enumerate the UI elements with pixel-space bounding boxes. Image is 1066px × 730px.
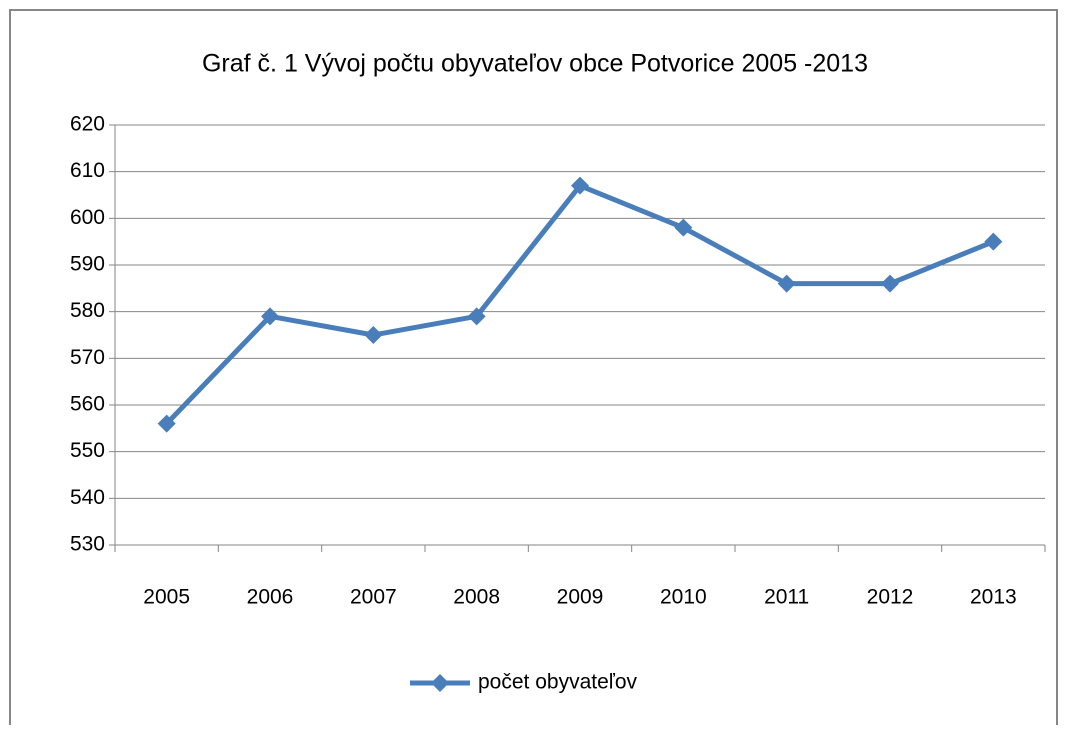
marker [364, 326, 383, 344]
x-tick-label: 2011 [764, 586, 809, 609]
x-tick-label: 2013 [970, 586, 1017, 609]
chart-border [9, 9, 1058, 730]
marker [467, 307, 486, 326]
x-tick-label: 2008 [453, 586, 500, 609]
marker [881, 274, 899, 293]
legend-label: počet obyvateľov [478, 671, 638, 694]
marker [261, 307, 279, 326]
x-tick-label: 2010 [660, 586, 707, 609]
y-tick-label: 590 [70, 253, 105, 276]
x-tick-label: 2006 [247, 586, 294, 609]
marker [777, 274, 796, 293]
y-tick-label: 540 [70, 486, 105, 509]
y-tick-label: 530 [70, 533, 105, 556]
x-tick-label: 2005 [143, 586, 190, 609]
chart-title: Graf č. 1 Vývoj počtu obyvateľov obce Po… [202, 50, 868, 78]
x-tick-label: 2009 [557, 586, 604, 609]
y-tick-label: 600 [70, 206, 105, 229]
marker [674, 218, 693, 237]
marker [157, 414, 176, 433]
y-tick-label: 610 [70, 159, 105, 182]
y-tick-label: 560 [70, 393, 105, 416]
x-tick-label: 2012 [867, 586, 914, 609]
marker [984, 232, 1003, 251]
marker [571, 176, 589, 195]
y-tick-label: 580 [70, 299, 105, 322]
y-tick-label: 550 [70, 439, 105, 462]
y-tick-label: 620 [70, 113, 105, 136]
legend-marker [431, 674, 449, 692]
x-tick-label: 2007 [350, 586, 397, 609]
y-tick-label: 570 [70, 346, 105, 369]
